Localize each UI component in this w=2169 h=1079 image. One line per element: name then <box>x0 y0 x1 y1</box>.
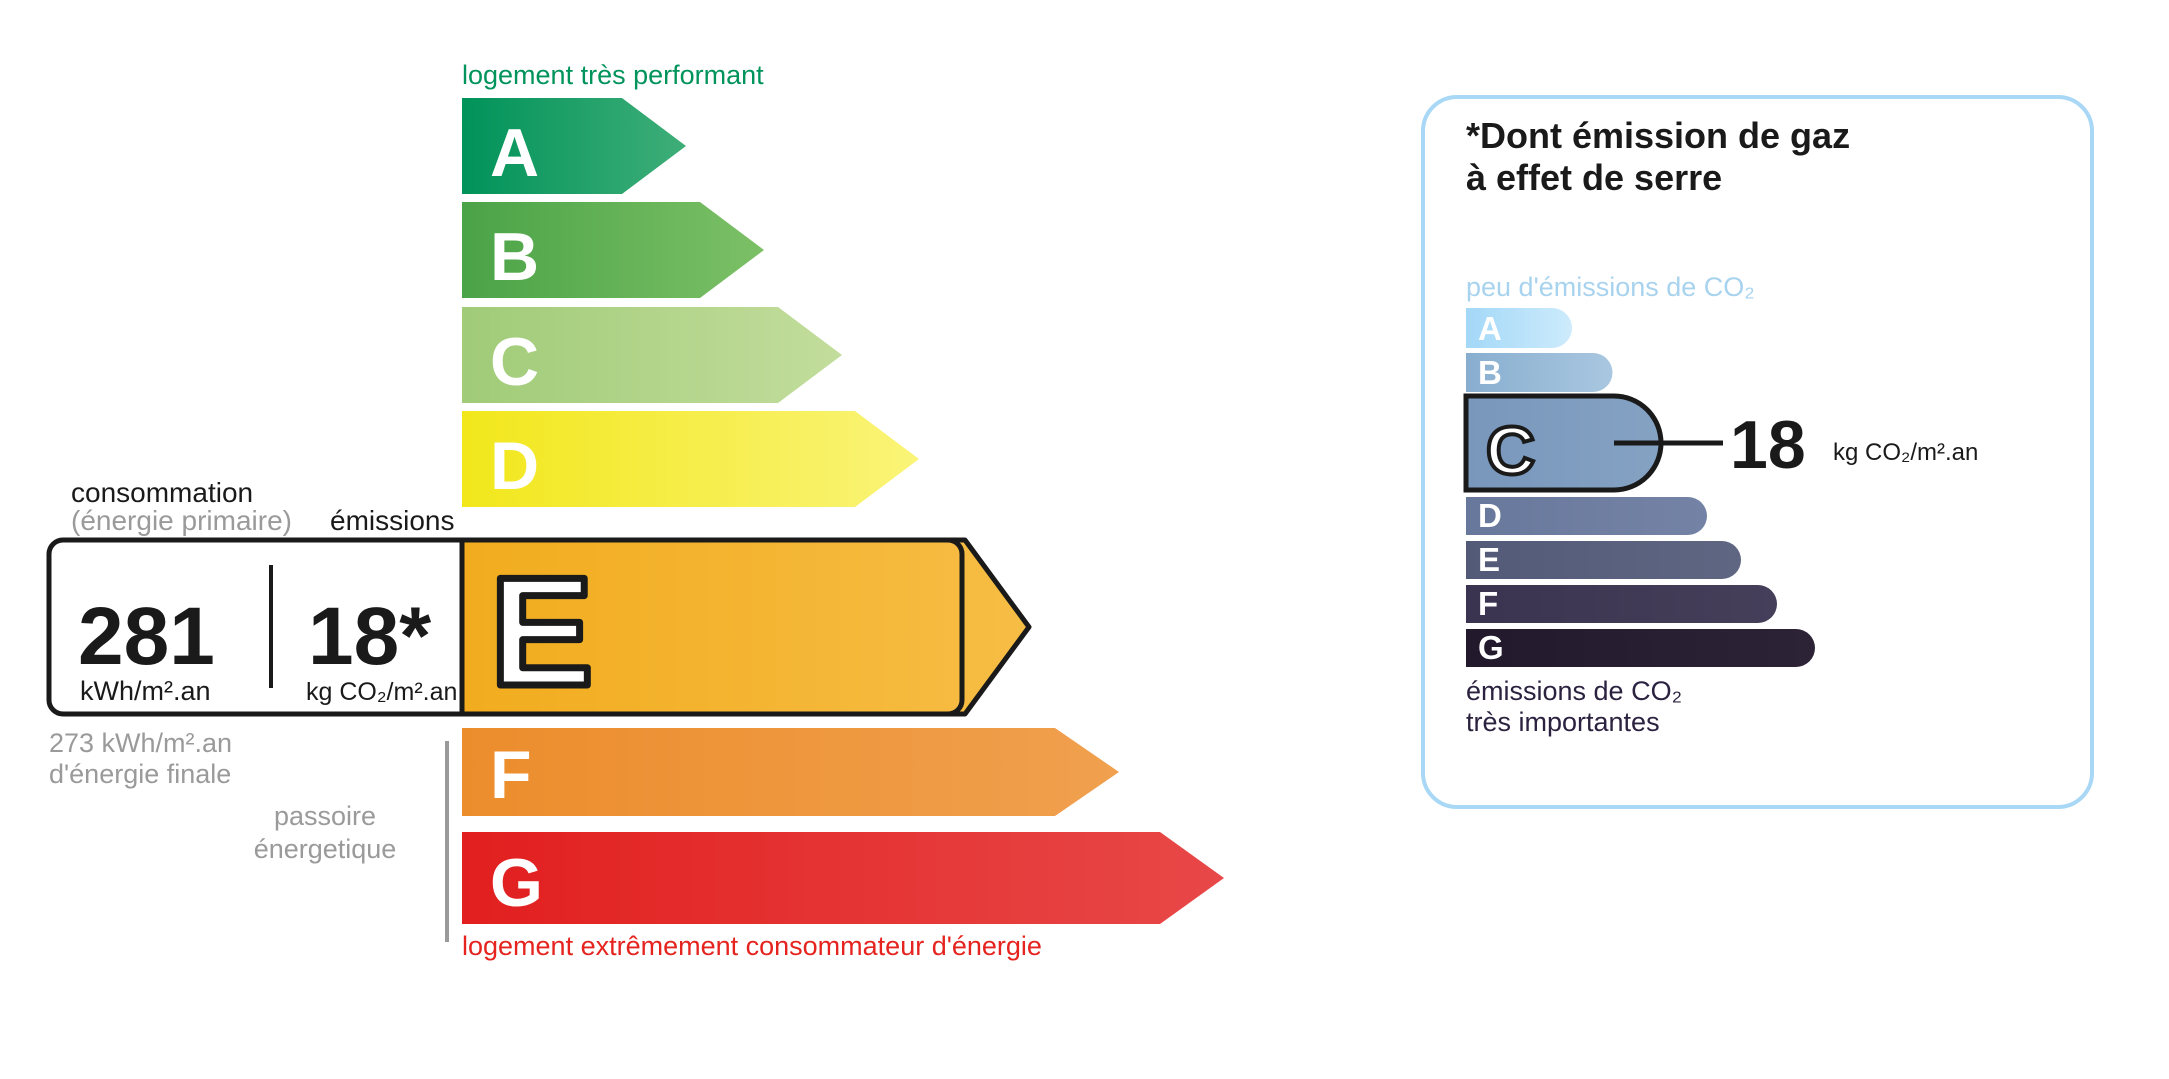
svg-text:F: F <box>490 737 532 813</box>
svg-text:F: F <box>1478 585 1498 622</box>
svg-text:A: A <box>1478 310 1502 347</box>
svg-text:273 kWh/m².an: 273 kWh/m².an <box>49 728 232 758</box>
svg-text:(énergie primaire): (énergie primaire) <box>71 505 292 536</box>
svg-text:kWh/m².an: kWh/m².an <box>80 676 211 706</box>
svg-text:281: 281 <box>78 591 215 682</box>
svg-text:E: E <box>1478 541 1500 578</box>
svg-text:D: D <box>490 428 539 504</box>
svg-text:D: D <box>1478 497 1502 534</box>
svg-text:B: B <box>1478 354 1502 391</box>
svg-text:kg CO₂/m².an: kg CO₂/m².an <box>1833 439 1978 466</box>
svg-text:*Dont émission de gaz: *Dont émission de gaz <box>1466 115 1850 156</box>
svg-text:passoire: passoire <box>274 801 376 831</box>
svg-text:kg CO₂/m².an: kg CO₂/m².an <box>306 678 457 706</box>
svg-text:C: C <box>490 324 539 400</box>
svg-text:peu d'émissions de CO₂: peu d'émissions de CO₂ <box>1466 272 1755 302</box>
svg-text:18: 18 <box>1730 407 1806 483</box>
svg-text:consommation: consommation <box>71 477 253 508</box>
svg-text:G: G <box>490 845 543 921</box>
svg-text:18*: 18* <box>308 591 431 682</box>
svg-text:logement extrêmement consommat: logement extrêmement consommateur d'éner… <box>462 931 1042 961</box>
svg-text:très importantes: très importantes <box>1466 707 1660 737</box>
svg-text:énergetique: énergetique <box>254 834 397 864</box>
svg-text:à effet de serre: à effet de serre <box>1466 157 1722 198</box>
svg-text:B: B <box>490 219 539 295</box>
svg-text:logement très performant: logement très performant <box>462 60 764 90</box>
svg-text:G: G <box>1478 629 1504 666</box>
svg-text:émissions: émissions <box>330 505 454 536</box>
svg-text:E: E <box>490 545 593 718</box>
svg-text:A: A <box>490 115 539 191</box>
svg-text:d'énergie finale: d'énergie finale <box>49 759 231 789</box>
svg-text:C: C <box>1486 413 1535 489</box>
svg-text:émissions de CO₂: émissions de CO₂ <box>1466 676 1682 706</box>
